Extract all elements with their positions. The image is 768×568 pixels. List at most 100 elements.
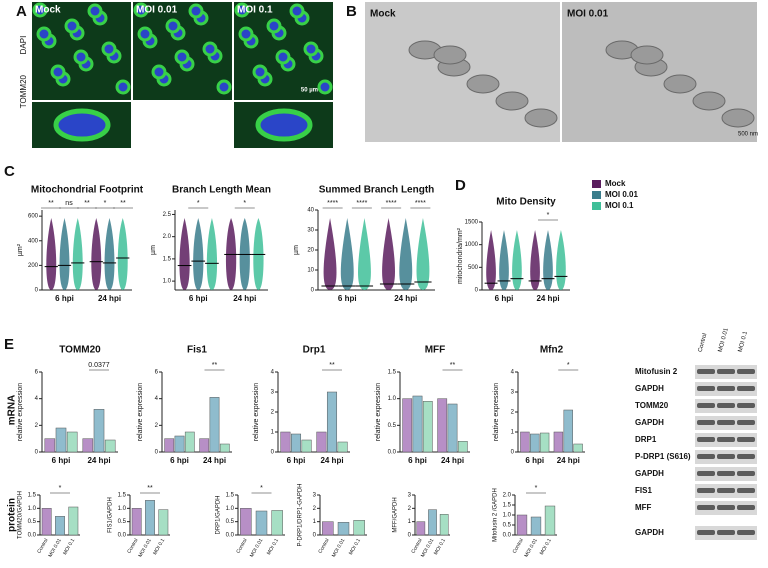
- image-label: Mock: [370, 9, 396, 20]
- band: [717, 369, 735, 374]
- x-tick-label: 24 hpi: [536, 294, 559, 303]
- violin: [179, 218, 190, 290]
- y-tick-label: 3: [313, 493, 317, 499]
- y-tick-label: 6: [155, 370, 159, 376]
- significance: 0.0377: [88, 362, 110, 369]
- x-tick-label: 24 hpi: [441, 456, 464, 465]
- significance: **: [147, 485, 153, 492]
- bar: [66, 431, 78, 453]
- nucleus: [64, 18, 80, 34]
- significance: **: [212, 362, 218, 369]
- band: [697, 505, 715, 510]
- image-label: MOI 0.1: [237, 5, 273, 16]
- band: [717, 437, 735, 442]
- chart-title: Summed Branch Length: [319, 185, 435, 196]
- mitochondrion: [692, 91, 726, 111]
- y-tick-label: 0: [311, 288, 315, 294]
- image-label: MOI 0.01: [567, 9, 609, 20]
- bar: [416, 521, 426, 536]
- x-tick-label: 6 hpi: [338, 294, 357, 303]
- y-axis-label: FIS1/GAPDH: [108, 497, 114, 533]
- mitochondrion: [721, 108, 755, 128]
- nucleus: [234, 2, 250, 18]
- nucleus: [266, 18, 282, 34]
- legend-label: Mock: [605, 179, 626, 188]
- x-tick-label: 6 hpi: [525, 456, 544, 465]
- x-tick-label: 24 hpi: [98, 294, 121, 303]
- y-tick-label: 1: [271, 430, 275, 436]
- cell: [53, 108, 111, 142]
- blot-column: MOI 0.1: [738, 330, 749, 353]
- y-tick-label: 1.0: [503, 513, 512, 519]
- y-tick-label: 600: [28, 214, 39, 220]
- bar: [93, 409, 105, 453]
- x-tick-label: Control: [126, 538, 139, 555]
- significance: *: [197, 200, 200, 207]
- nucleus: [252, 64, 268, 80]
- y-axis-label: relative expression: [493, 383, 500, 441]
- bar: [219, 443, 230, 453]
- mitochondrion: [524, 108, 558, 128]
- panel-letter: B: [346, 3, 357, 20]
- significance: *: [260, 485, 263, 492]
- y-tick-label: 0.5: [388, 423, 397, 429]
- nucleus: [32, 2, 48, 18]
- image-label: Mock: [35, 5, 61, 16]
- violin: [340, 218, 354, 290]
- y-tick-label: 0: [313, 533, 317, 539]
- x-tick-label: 6 hpi: [55, 294, 74, 303]
- bar: [553, 431, 564, 453]
- bar: [255, 510, 268, 536]
- y-axis-label: Mitofusin 2 /GAPDH: [493, 488, 499, 542]
- bar: [82, 438, 94, 453]
- band: [697, 530, 715, 535]
- bar: [437, 398, 448, 453]
- x-tick-label: 6 hpi: [170, 456, 189, 465]
- violin: [206, 218, 218, 290]
- legend-swatch: [592, 202, 601, 210]
- nucleus: [238, 26, 254, 42]
- significance: **: [329, 362, 335, 369]
- y-tick-label: 3: [271, 390, 275, 396]
- significance: **: [84, 200, 90, 207]
- band: [697, 420, 715, 425]
- y-tick-label: 6: [35, 370, 39, 376]
- band: [717, 471, 735, 476]
- nucleus: [50, 64, 66, 80]
- bar: [573, 443, 583, 453]
- y-tick-label: 400: [28, 238, 39, 244]
- y-tick-label: 1.5: [388, 370, 397, 376]
- bar: [326, 391, 338, 453]
- violin: [104, 218, 115, 290]
- y-tick-label: 1: [511, 430, 515, 436]
- x-tick-label: MOI 0.01: [137, 537, 153, 558]
- y-tick-label: 0: [271, 450, 275, 456]
- band: [717, 488, 735, 493]
- nucleus: [137, 26, 153, 42]
- band: [717, 530, 735, 535]
- blot-label: DRP1: [635, 435, 657, 444]
- bar: [563, 409, 573, 453]
- y-tick-label: 1.0: [118, 506, 127, 512]
- y-tick-label: 1.0: [163, 279, 172, 285]
- y-tick-label: 200: [28, 263, 39, 269]
- y-tick-label: 0.5: [503, 523, 512, 529]
- violin: [512, 230, 522, 290]
- blot-label: GAPDH: [635, 418, 664, 427]
- significance: **: [120, 200, 126, 207]
- bar: [530, 516, 542, 536]
- chart-title: Mitochondrial Footprint: [31, 185, 144, 196]
- bar: [145, 500, 155, 536]
- violin: [323, 218, 337, 290]
- mitochondrion: [466, 74, 500, 94]
- band: [737, 471, 755, 476]
- x-tick-label: MOI 0.1: [348, 537, 362, 556]
- legend-swatch: [592, 191, 601, 199]
- bar: [131, 508, 142, 536]
- y-tick-label: 4: [35, 396, 39, 402]
- mitochondrion: [495, 91, 529, 111]
- y-tick-label: 1.5: [28, 493, 37, 499]
- blot-label: TOMM20: [635, 401, 669, 410]
- x-tick-label: MOI 0.01: [249, 537, 265, 558]
- y-tick-label: 1.0: [388, 396, 397, 402]
